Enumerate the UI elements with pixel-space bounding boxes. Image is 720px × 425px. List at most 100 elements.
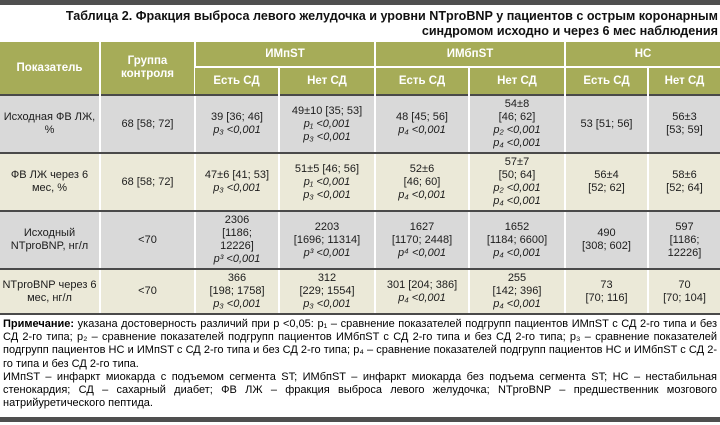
table-cell: 58±6 [52; 64] (647, 152, 720, 212)
value-line: [53; 59] (666, 124, 703, 136)
table-cell: 312 [229; 1554] p₃ <0,001 (278, 268, 375, 315)
p-value-line: p₁ <0,001 (303, 175, 351, 188)
table-cell: 49±10 [35; 53] p₁ <0,001 p₃ <0,001 (278, 94, 375, 154)
p-value-line: p₃ <0,001 (303, 188, 351, 201)
value-line: [1696; 11314] (293, 233, 361, 246)
table-row: NTproBNP через 6 мес, нг/л <70 366 [198; 17… (0, 268, 720, 315)
abbreviations-paragraph: ИМпST – инфаркт миокарда с подъемом сегм… (3, 370, 717, 410)
table-cell: 2203 [1696; 11314] p³ <0,001 (278, 210, 375, 270)
header-group-2: НС (564, 42, 720, 68)
value-line: [50; 64] (498, 169, 536, 181)
value-line: 12226] (220, 240, 254, 252)
value-line: [70; 116] (585, 291, 628, 304)
value-line: 48 [45; 56] (396, 111, 448, 123)
header-indicator: Показатель (0, 42, 100, 95)
value-line: 47±6 [41; 53] (204, 169, 270, 181)
value-line: [229; 1554] (299, 285, 355, 297)
table-notes: Примечание: указана достоверность различ… (3, 318, 717, 410)
bottom-rule (0, 417, 720, 422)
data-table: Показатель Группа контроля ИМпST ИМбпST НС Ес… (0, 42, 720, 315)
header-sub-1-1: Нет СД (468, 67, 565, 95)
p-value-line: p₁ <0,001 (303, 117, 351, 130)
p-value-line: p³ <0,001 (213, 253, 261, 265)
p-value-line: p⁴ <0,001 (398, 246, 446, 259)
table-cell: 51±5 [46; 56] p₁ <0,001 p₃ <0,001 (278, 152, 375, 212)
value-line: [1170; 2448] (391, 233, 453, 246)
table-body: Исходная ФВ ЛЖ, % 68 [58; 72] 39 [36; 46] p… (0, 94, 720, 315)
table-cell: 48 [45; 56] p₄ <0,001 (374, 94, 469, 154)
value-line: 1627 (409, 220, 435, 233)
value-line: [198; 1758] (209, 285, 265, 297)
value-line: 53 [51; 56] (580, 117, 633, 130)
header-sub-2-1: Нет СД (647, 67, 720, 95)
table-row: Исходная ФВ ЛЖ, % 68 [58; 72] 39 [36; 46] p… (0, 94, 720, 154)
note-text: указана достоверность различий при р <0,… (3, 318, 717, 370)
table-header: Показатель Группа контроля ИМпST ИМбпST НС Ес… (0, 42, 720, 95)
value-line: 2306 (224, 214, 250, 226)
table-row: ФВ ЛЖ через 6 мес, % 68 [58; 72] 47±6 [41;… (0, 152, 720, 212)
table-cell: 255 [142; 396] p₄ <0,001 (468, 268, 565, 315)
value-line: 301 [204; 386] (386, 278, 458, 291)
control-value: 68 [58; 72] (99, 152, 195, 212)
value-line: 56±4 (594, 169, 619, 181)
p-value-line: p₄ <0,001 (493, 195, 541, 207)
value-line: [52; 64] (666, 182, 703, 194)
header-control-group: Группа контроля (99, 42, 195, 95)
value-line: 52±6 (409, 162, 435, 175)
table-cell: 73 [70; 116] (564, 268, 648, 315)
p-value-line: p₄ <0,001 (398, 188, 446, 201)
value-line: 490 (597, 227, 616, 239)
table-cell: 56±4 [52; 62] (564, 152, 648, 212)
row-label: Исходный NTproBNP, нг/л (0, 210, 100, 270)
table-cell: 301 [204; 386] p₄ <0,001 (374, 268, 469, 315)
table-row: Исходный NTproBNP, нг/л <70 2306 [1186; 1222… (0, 210, 720, 270)
value-line: 70 (678, 278, 691, 291)
p-value-line: p₃ <0,001 (213, 182, 261, 194)
control-value: <70 (99, 268, 195, 315)
table-cell: 2306 [1186; 12226] p³ <0,001 (194, 210, 279, 270)
p-value-line: p₃ <0,001 (303, 130, 351, 143)
p-value-line: p₄ <0,001 (398, 291, 446, 304)
value-line: 57±7 (504, 156, 530, 168)
table-cell: 57±7 [50; 64] p₂ <0,001 p₄ <0,001 (468, 152, 565, 212)
control-value: <70 (99, 210, 195, 270)
value-line: 312 (317, 272, 337, 284)
p-value-line: p₄ <0,001 (493, 246, 541, 259)
table-cell: 70 [70; 104] (647, 268, 720, 315)
table-title: Таблица 2. Фракция выброса левого желудо… (65, 9, 718, 38)
control-value: 68 [58; 72] (99, 94, 195, 154)
row-label: Исходная ФВ ЛЖ, % (0, 94, 100, 154)
value-line: 597 (675, 220, 694, 233)
p-value-line: p₄ <0,001 (493, 298, 541, 310)
top-rule (0, 0, 720, 5)
value-line: 366 (227, 272, 247, 284)
header-group-1: ИМбпST (374, 42, 565, 68)
value-line: [70; 104] (663, 291, 706, 304)
table-cell: 56±3 [53; 59] (647, 94, 720, 154)
p-value-line: p³ <0,001 (303, 246, 351, 259)
note-label: Примечание: (3, 318, 75, 330)
header-sub-0-0: Есть СД (195, 67, 279, 95)
value-line: [46; 62] (498, 111, 536, 123)
value-line: [52; 62] (588, 182, 625, 194)
value-line: 51±5 [46; 56] (294, 162, 360, 175)
p-value-line: p₃ <0,001 (303, 298, 351, 310)
value-line: [142; 396] (492, 285, 542, 297)
value-line: 12226] (667, 246, 702, 259)
value-line: [1184; 6600] (486, 233, 548, 246)
header-sub-2-0: Есть СД (564, 67, 648, 95)
p-value-line: p₃ <0,001 (213, 298, 261, 310)
table-cell: 366 [198; 1758] p₃ <0,001 (194, 268, 279, 315)
note-paragraph: Примечание: указана достоверность различ… (3, 318, 717, 371)
value-line: 2203 (314, 220, 340, 233)
table-cell: 39 [36; 46] p₃ <0,001 (194, 94, 279, 154)
table-cell: 1627 [1170; 2448] p⁴ <0,001 (374, 210, 469, 270)
value-line: 56±3 (672, 111, 697, 123)
value-line: 58±6 (672, 169, 697, 181)
value-line: 54±8 (504, 98, 530, 110)
value-line: [46; 60] (403, 175, 441, 188)
value-line: [308; 602] (582, 240, 631, 252)
header-sub-0-1: Нет СД (278, 67, 375, 95)
table-cell: 52±6 [46; 60] p₄ <0,001 (374, 152, 469, 212)
